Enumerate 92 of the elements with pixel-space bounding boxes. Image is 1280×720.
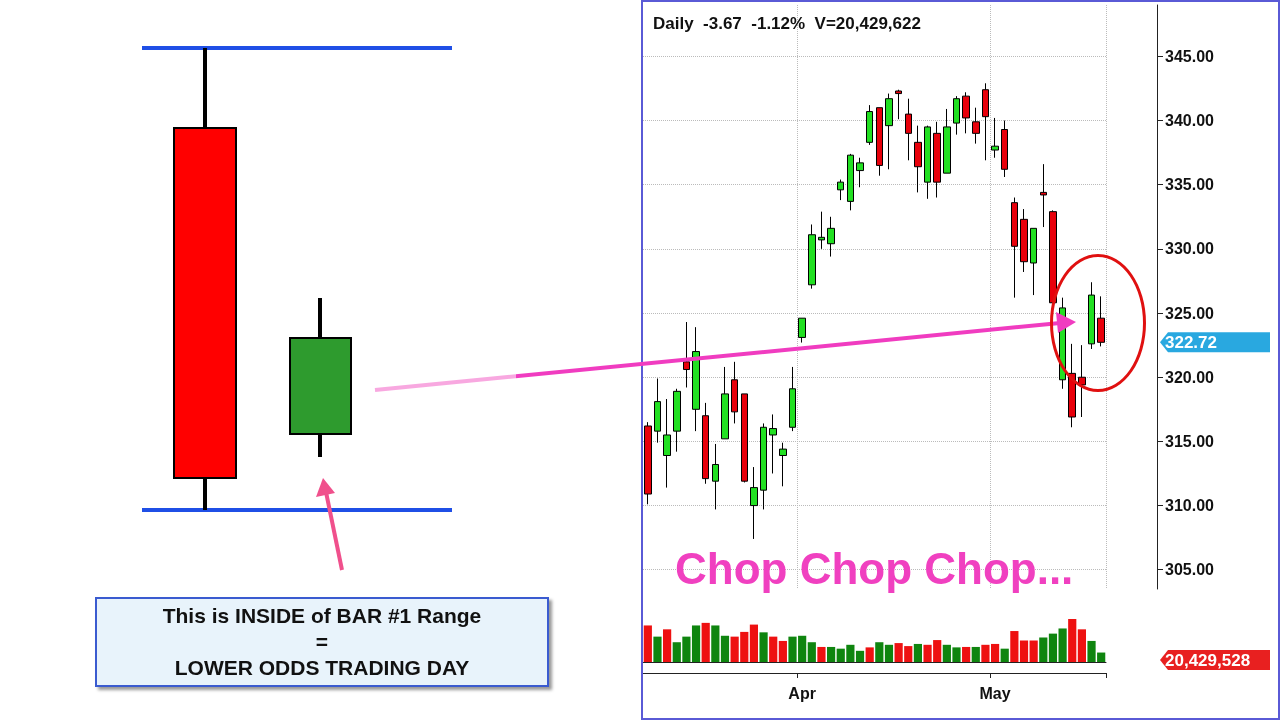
- candlestick: [876, 107, 883, 177]
- bar: [701, 622, 710, 662]
- candlestick: [673, 388, 681, 453]
- candlestick: [769, 413, 777, 474]
- y-tick-label: 325.00: [1165, 304, 1215, 322]
- candlestick: [692, 326, 700, 432]
- candlestick: [1020, 208, 1028, 273]
- candlestick: [827, 216, 835, 258]
- bar: [1029, 640, 1038, 662]
- candlestick: [933, 121, 941, 199]
- bar: [807, 642, 816, 662]
- candlestick: [712, 443, 719, 510]
- bar: [1000, 648, 1009, 662]
- candlestick: [1068, 343, 1076, 428]
- candlestick: [962, 91, 970, 134]
- candlestick: [866, 104, 873, 146]
- candlestick: [702, 402, 709, 485]
- candlestick: [885, 93, 893, 170]
- bar: [855, 650, 865, 662]
- bar: [817, 646, 826, 662]
- text: Daily -3.67 -1.12% V=20,429,622: [653, 14, 921, 33]
- candlestick: [779, 442, 787, 487]
- bar: [1010, 631, 1019, 662]
- bar: [778, 640, 787, 662]
- candlestick: [663, 398, 671, 489]
- candlestick: [644, 421, 652, 505]
- candlestick: [982, 82, 989, 161]
- x-tick-label: May: [979, 684, 1011, 702]
- candlestick: [1078, 344, 1086, 418]
- bar: [643, 625, 652, 662]
- candlestick: [914, 125, 922, 193]
- candlestick: [750, 466, 758, 540]
- y-tick-label: 340.00: [1165, 112, 1215, 130]
- candlestick: [837, 179, 844, 201]
- text: 20,429,528: [1165, 650, 1251, 670]
- candlestick: [1088, 281, 1095, 350]
- candlestick: [1097, 295, 1105, 347]
- candlestick: [1030, 227, 1037, 296]
- candlestick: [847, 153, 854, 211]
- candlestick: [1011, 197, 1018, 299]
- y-tick-label: 320.00: [1165, 368, 1215, 386]
- candlestick: [760, 422, 767, 510]
- candlestick: [856, 157, 864, 188]
- x-tick-label: Apr: [788, 684, 816, 702]
- bar: [884, 644, 894, 662]
- candlestick: [808, 223, 816, 290]
- bar: [1039, 637, 1048, 662]
- bar: [749, 624, 759, 662]
- bar: [1077, 629, 1086, 662]
- candlestick: [683, 321, 690, 388]
- y-tick-label: 315.00: [1165, 432, 1215, 450]
- text: 322.72: [1165, 332, 1217, 352]
- annotation: Chop Chop Chop...: [675, 543, 1074, 593]
- bar: [720, 635, 730, 662]
- candlestick: [924, 125, 931, 200]
- candlestick: [905, 98, 912, 161]
- candlestick: [789, 366, 796, 432]
- y-tick-label: 305.00: [1165, 561, 1215, 579]
- candlestick: [654, 378, 661, 444]
- bar: [962, 646, 971, 662]
- y-tick-label: 335.00: [1165, 176, 1215, 194]
- candlestick: [991, 117, 999, 159]
- bar: [759, 632, 768, 662]
- candlestick: [943, 108, 951, 174]
- bar: [913, 643, 923, 662]
- candlestick: [818, 211, 825, 250]
- bar: [865, 647, 874, 662]
- bar: [1068, 619, 1077, 662]
- candlestick: [895, 89, 902, 120]
- bar: [711, 625, 720, 662]
- text: This is INSIDE of BAR #1 Range: [162, 603, 482, 629]
- candlestick: [721, 366, 729, 440]
- bar: [826, 646, 836, 662]
- y-tick-label: 345.00: [1165, 47, 1215, 65]
- bar: [875, 642, 884, 662]
- text: =: [315, 629, 329, 655]
- bar: [971, 646, 980, 662]
- bar: [653, 636, 662, 662]
- candlestick: [731, 361, 738, 424]
- text: LOWER ODDS TRADING DAY: [174, 655, 470, 681]
- candlestick: [798, 317, 806, 344]
- bar: [769, 636, 778, 662]
- bar: [663, 629, 672, 662]
- candlestick: [1040, 163, 1047, 228]
- y-tick-label: 310.00: [1165, 497, 1215, 515]
- candlestick: [1001, 120, 1008, 178]
- candlestick: [741, 393, 748, 483]
- y-tick-label: 330.00: [1165, 240, 1215, 258]
- bar: [1019, 640, 1029, 662]
- candlestick: [972, 107, 980, 145]
- candlestick: [1049, 209, 1057, 305]
- candlestick: [953, 95, 960, 136]
